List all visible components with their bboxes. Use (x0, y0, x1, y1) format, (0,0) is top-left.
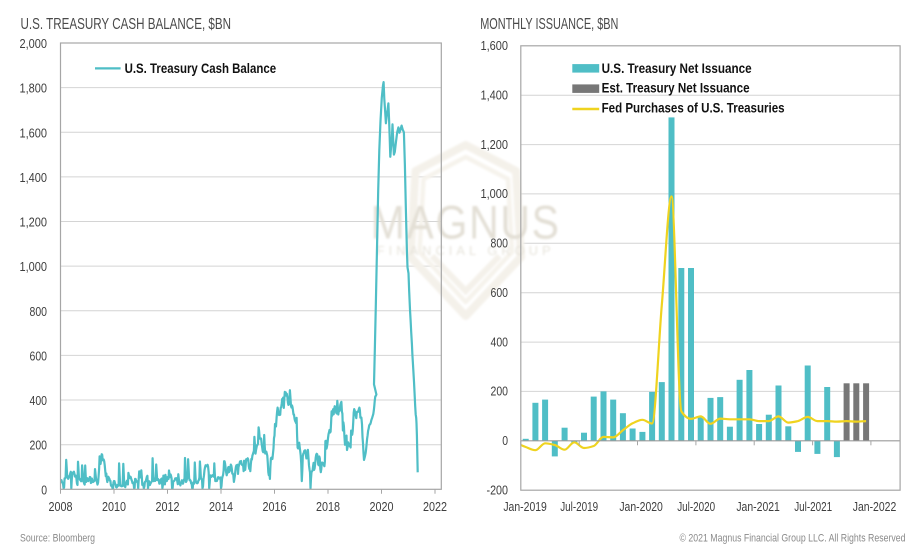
svg-text:0: 0 (41, 483, 47, 497)
svg-text:Source: Bloomberg: Source: Bloomberg (20, 533, 95, 545)
svg-text:2012: 2012 (156, 500, 180, 514)
svg-text:1,600: 1,600 (20, 126, 48, 140)
svg-text:U.S. TREASURY CASH BALANCE, $B: U.S. TREASURY CASH BALANCE, $BN (21, 16, 232, 33)
svg-text:400: 400 (30, 394, 48, 408)
svg-text:Jan-2021: Jan-2021 (736, 500, 780, 514)
svg-text:600: 600 (30, 349, 48, 363)
svg-text:1,400: 1,400 (20, 171, 48, 185)
svg-text:1,000: 1,000 (481, 187, 509, 201)
svg-text:600: 600 (491, 286, 509, 300)
svg-text:-200: -200 (487, 484, 509, 498)
svg-text:2020: 2020 (370, 500, 394, 514)
svg-text:800: 800 (491, 237, 509, 251)
svg-text:2014: 2014 (209, 500, 233, 514)
svg-text:U.S. Treasury Cash Balance: U.S. Treasury Cash Balance (125, 60, 277, 76)
svg-text:Jul-2019: Jul-2019 (560, 500, 598, 514)
svg-text:MAGNUS: MAGNUS (371, 196, 561, 249)
svg-text:1,200: 1,200 (20, 216, 48, 230)
svg-text:Jan-2019: Jan-2019 (503, 500, 547, 514)
svg-text:2,000: 2,000 (20, 37, 48, 51)
svg-text:2008: 2008 (49, 500, 73, 514)
svg-text:1,200: 1,200 (481, 138, 509, 152)
svg-text:2018: 2018 (316, 500, 340, 514)
svg-text:200: 200 (30, 439, 48, 453)
svg-text:2010: 2010 (102, 500, 126, 514)
svg-text:Est. Treasury Net Issuance: Est. Treasury Net Issuance (602, 80, 750, 96)
svg-text:1,800: 1,800 (20, 82, 48, 96)
svg-text:0: 0 (502, 434, 508, 448)
svg-text:Jan-2022: Jan-2022 (853, 500, 897, 514)
svg-text:FINANCIAL GROUP: FINANCIAL GROUP (377, 244, 555, 258)
svg-text:1,600: 1,600 (481, 39, 509, 53)
svg-text:2022: 2022 (423, 500, 447, 514)
svg-text:400: 400 (491, 335, 509, 349)
svg-text:MONTHLY ISSUANCE, $BN: MONTHLY ISSUANCE, $BN (480, 16, 618, 33)
svg-text:© 2021 Magnus Financial Group: © 2021 Magnus Financial Group LLC. All R… (680, 533, 906, 545)
svg-text:1,400: 1,400 (481, 89, 509, 103)
svg-text:Jul-2020: Jul-2020 (677, 500, 715, 514)
svg-text:U.S. Treasury Net Issuance: U.S. Treasury Net Issuance (602, 60, 752, 76)
svg-text:Jan-2020: Jan-2020 (619, 500, 663, 514)
svg-text:200: 200 (491, 385, 509, 399)
svg-text:800: 800 (30, 305, 48, 319)
svg-text:2016: 2016 (263, 500, 287, 514)
svg-text:Jul-2021: Jul-2021 (794, 500, 832, 514)
svg-text:Fed Purchases of U.S. Treasuri: Fed Purchases of U.S. Treasuries (602, 99, 785, 115)
svg-text:1,000: 1,000 (20, 260, 48, 274)
